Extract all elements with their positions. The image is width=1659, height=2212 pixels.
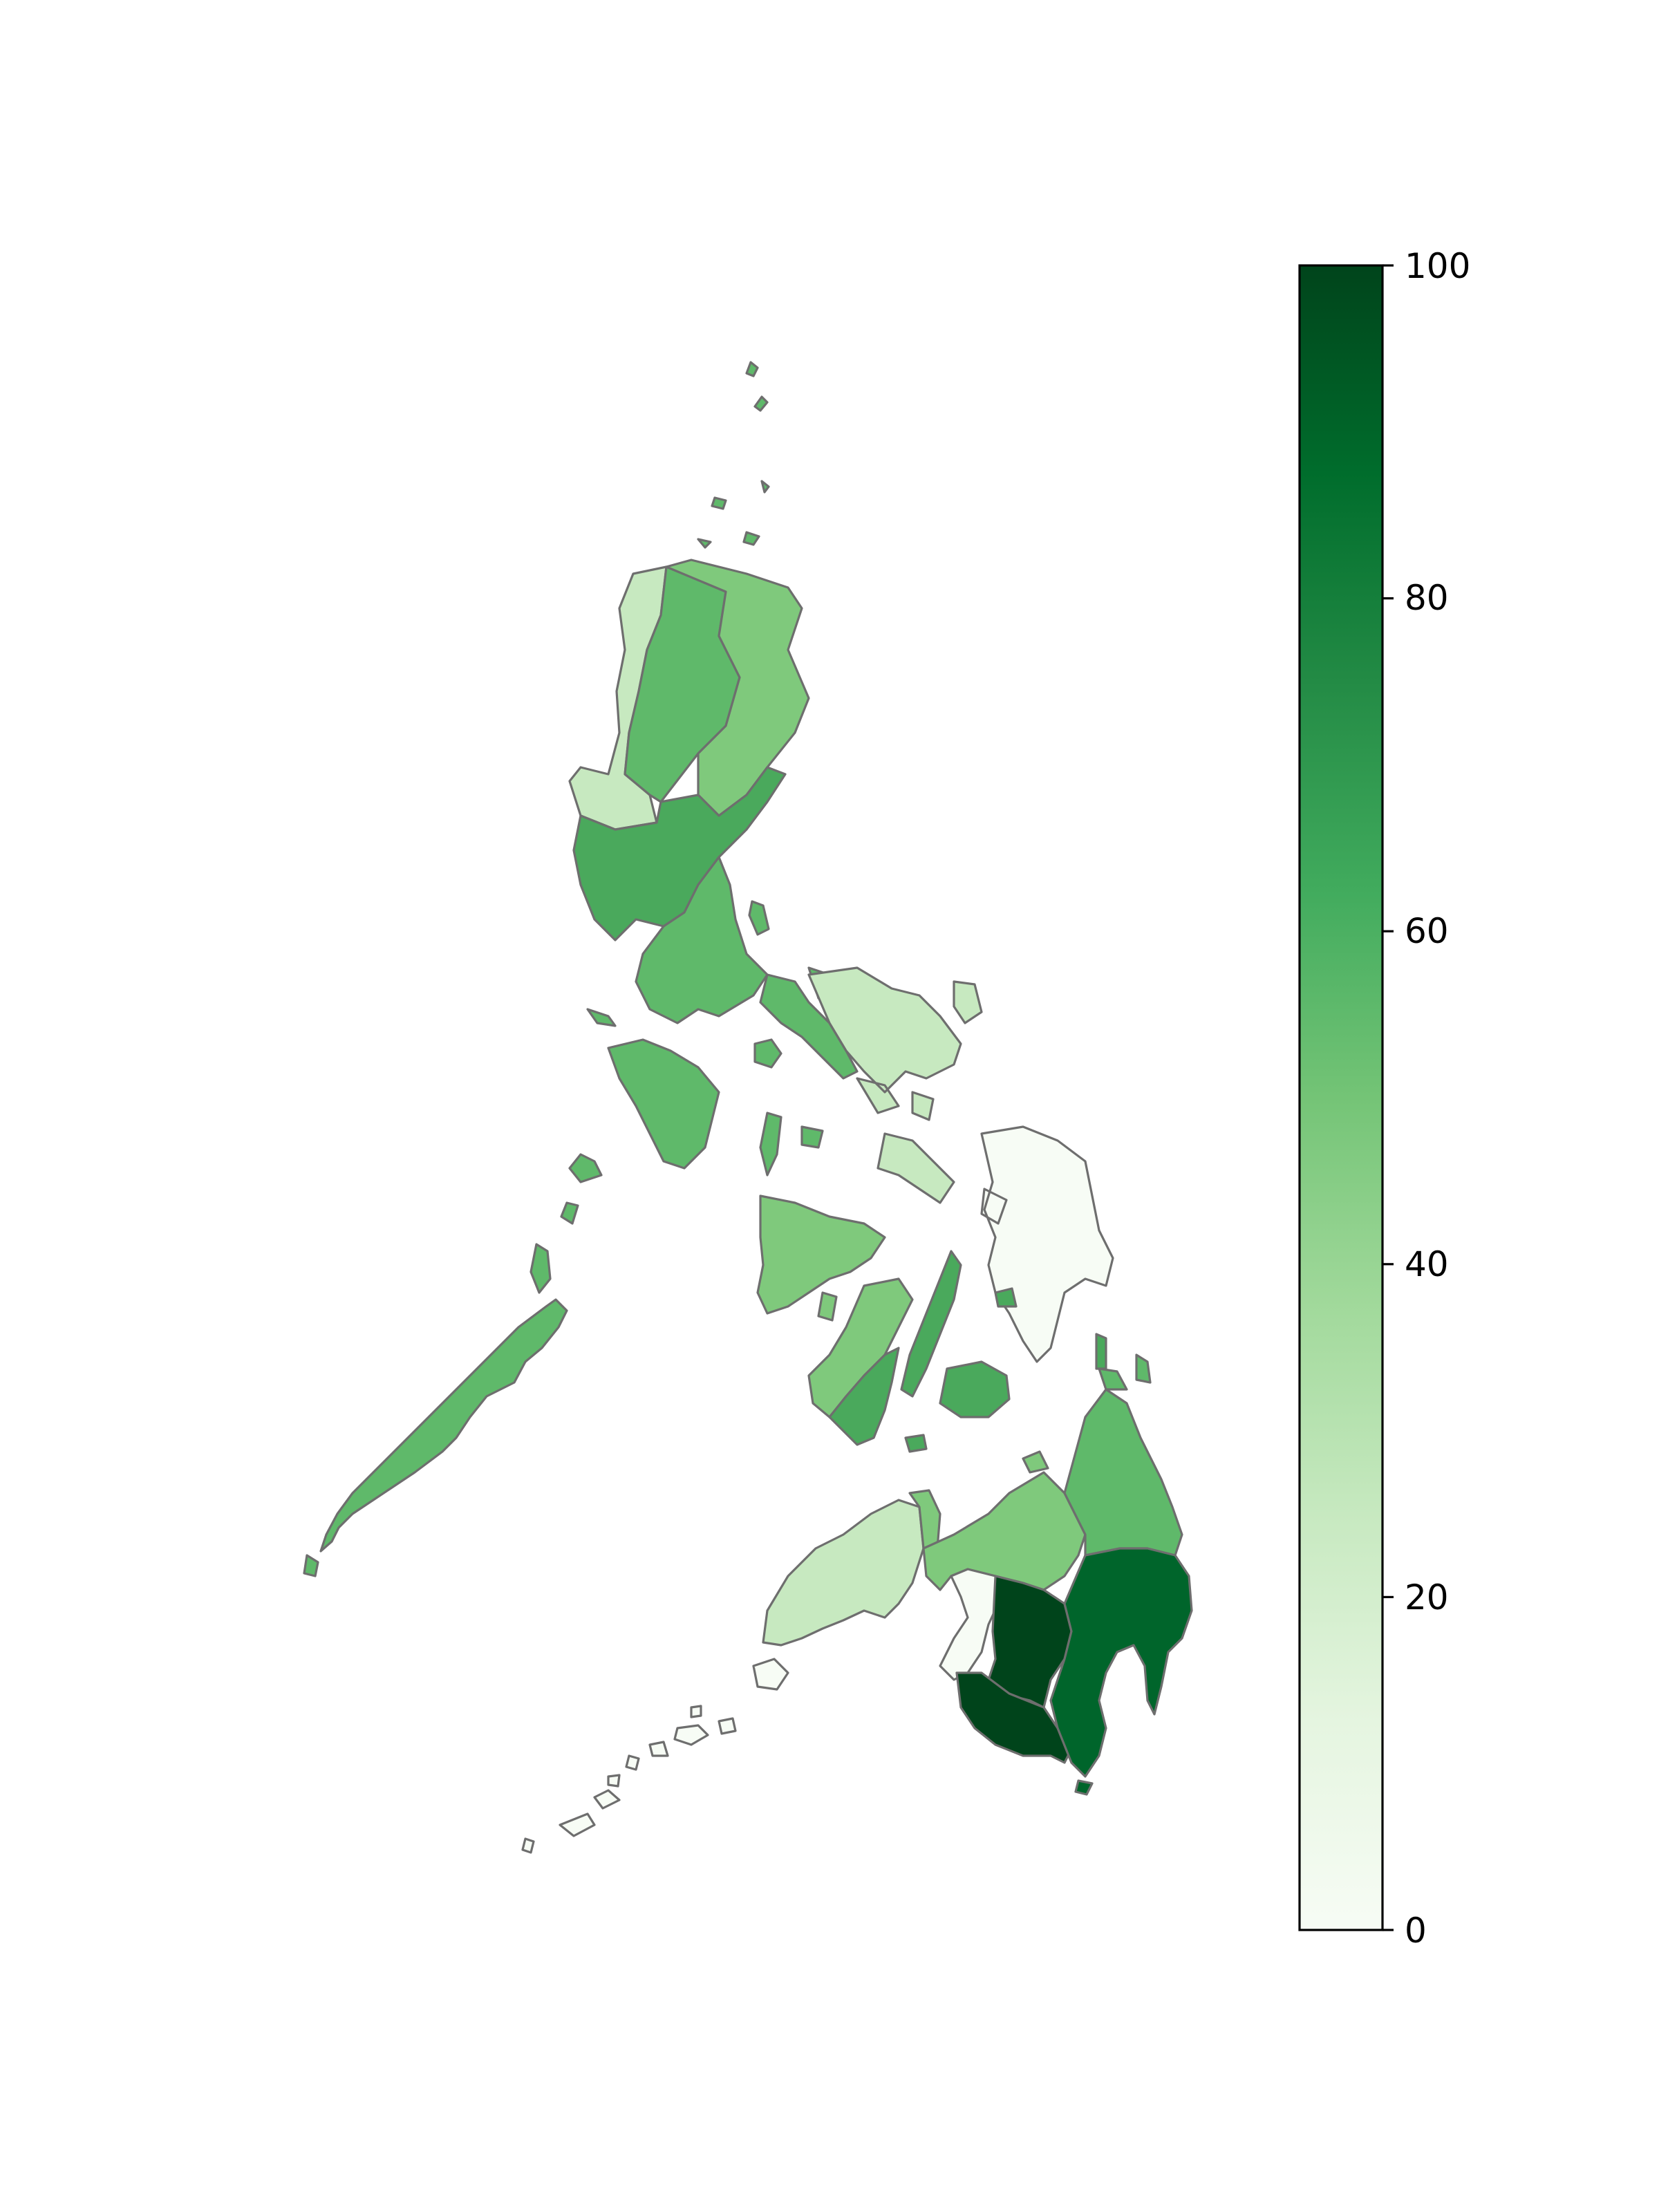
- region-calabarzon: [635, 856, 769, 1024]
- colorbar-ticks: [1382, 264, 1394, 1931]
- region-polillo: [748, 900, 770, 936]
- region-masbate: [877, 1132, 955, 1204]
- region-eastern-visayas: [980, 1125, 1114, 1363]
- region-maguindanao: [955, 1671, 1073, 1764]
- region-marinduque: [753, 1038, 782, 1069]
- region-cebu: [900, 1250, 962, 1398]
- colorbar-label-40: 40: [1405, 1244, 1449, 1284]
- philippines-map: [303, 361, 1193, 1854]
- region-sulu: [521, 1658, 789, 1854]
- region-davao-south: [1074, 1779, 1094, 1796]
- region-bohol: [939, 1360, 1011, 1418]
- region-soccsksargen: [987, 1575, 1073, 1709]
- region-central-luzon: [572, 766, 787, 941]
- colorbar-label-80: 80: [1405, 578, 1449, 618]
- region-davao: [1049, 1547, 1193, 1778]
- region-mindoro: [607, 1038, 720, 1170]
- region-negros-oriental: [828, 1347, 900, 1446]
- region-lanao: [939, 1568, 1000, 1681]
- colorbar-label-20: 20: [1405, 1577, 1449, 1618]
- colorbar: 0 20 40 60 80 100: [1298, 246, 1470, 1951]
- region-panay: [756, 1194, 886, 1315]
- region-samar: [807, 966, 983, 1121]
- region-caraga: [1063, 1353, 1183, 1557]
- colorbar-label-0: 0: [1405, 1911, 1427, 1951]
- region-guimaras: [817, 1291, 838, 1322]
- colorbar-label-100: 100: [1405, 246, 1470, 286]
- region-batanes: [697, 361, 770, 549]
- colorbar-labels: 0 20 40 60 80 100: [1405, 246, 1470, 1951]
- region-zamboanga: [762, 1499, 925, 1647]
- region-northern-mindanao: [922, 1450, 1087, 1591]
- region-palawan: [303, 1153, 603, 1577]
- colorbar-label-60: 60: [1405, 911, 1449, 951]
- colorbar-gradient: [1298, 264, 1384, 1931]
- region-lubang: [586, 1008, 617, 1027]
- region-romblon: [759, 1112, 824, 1177]
